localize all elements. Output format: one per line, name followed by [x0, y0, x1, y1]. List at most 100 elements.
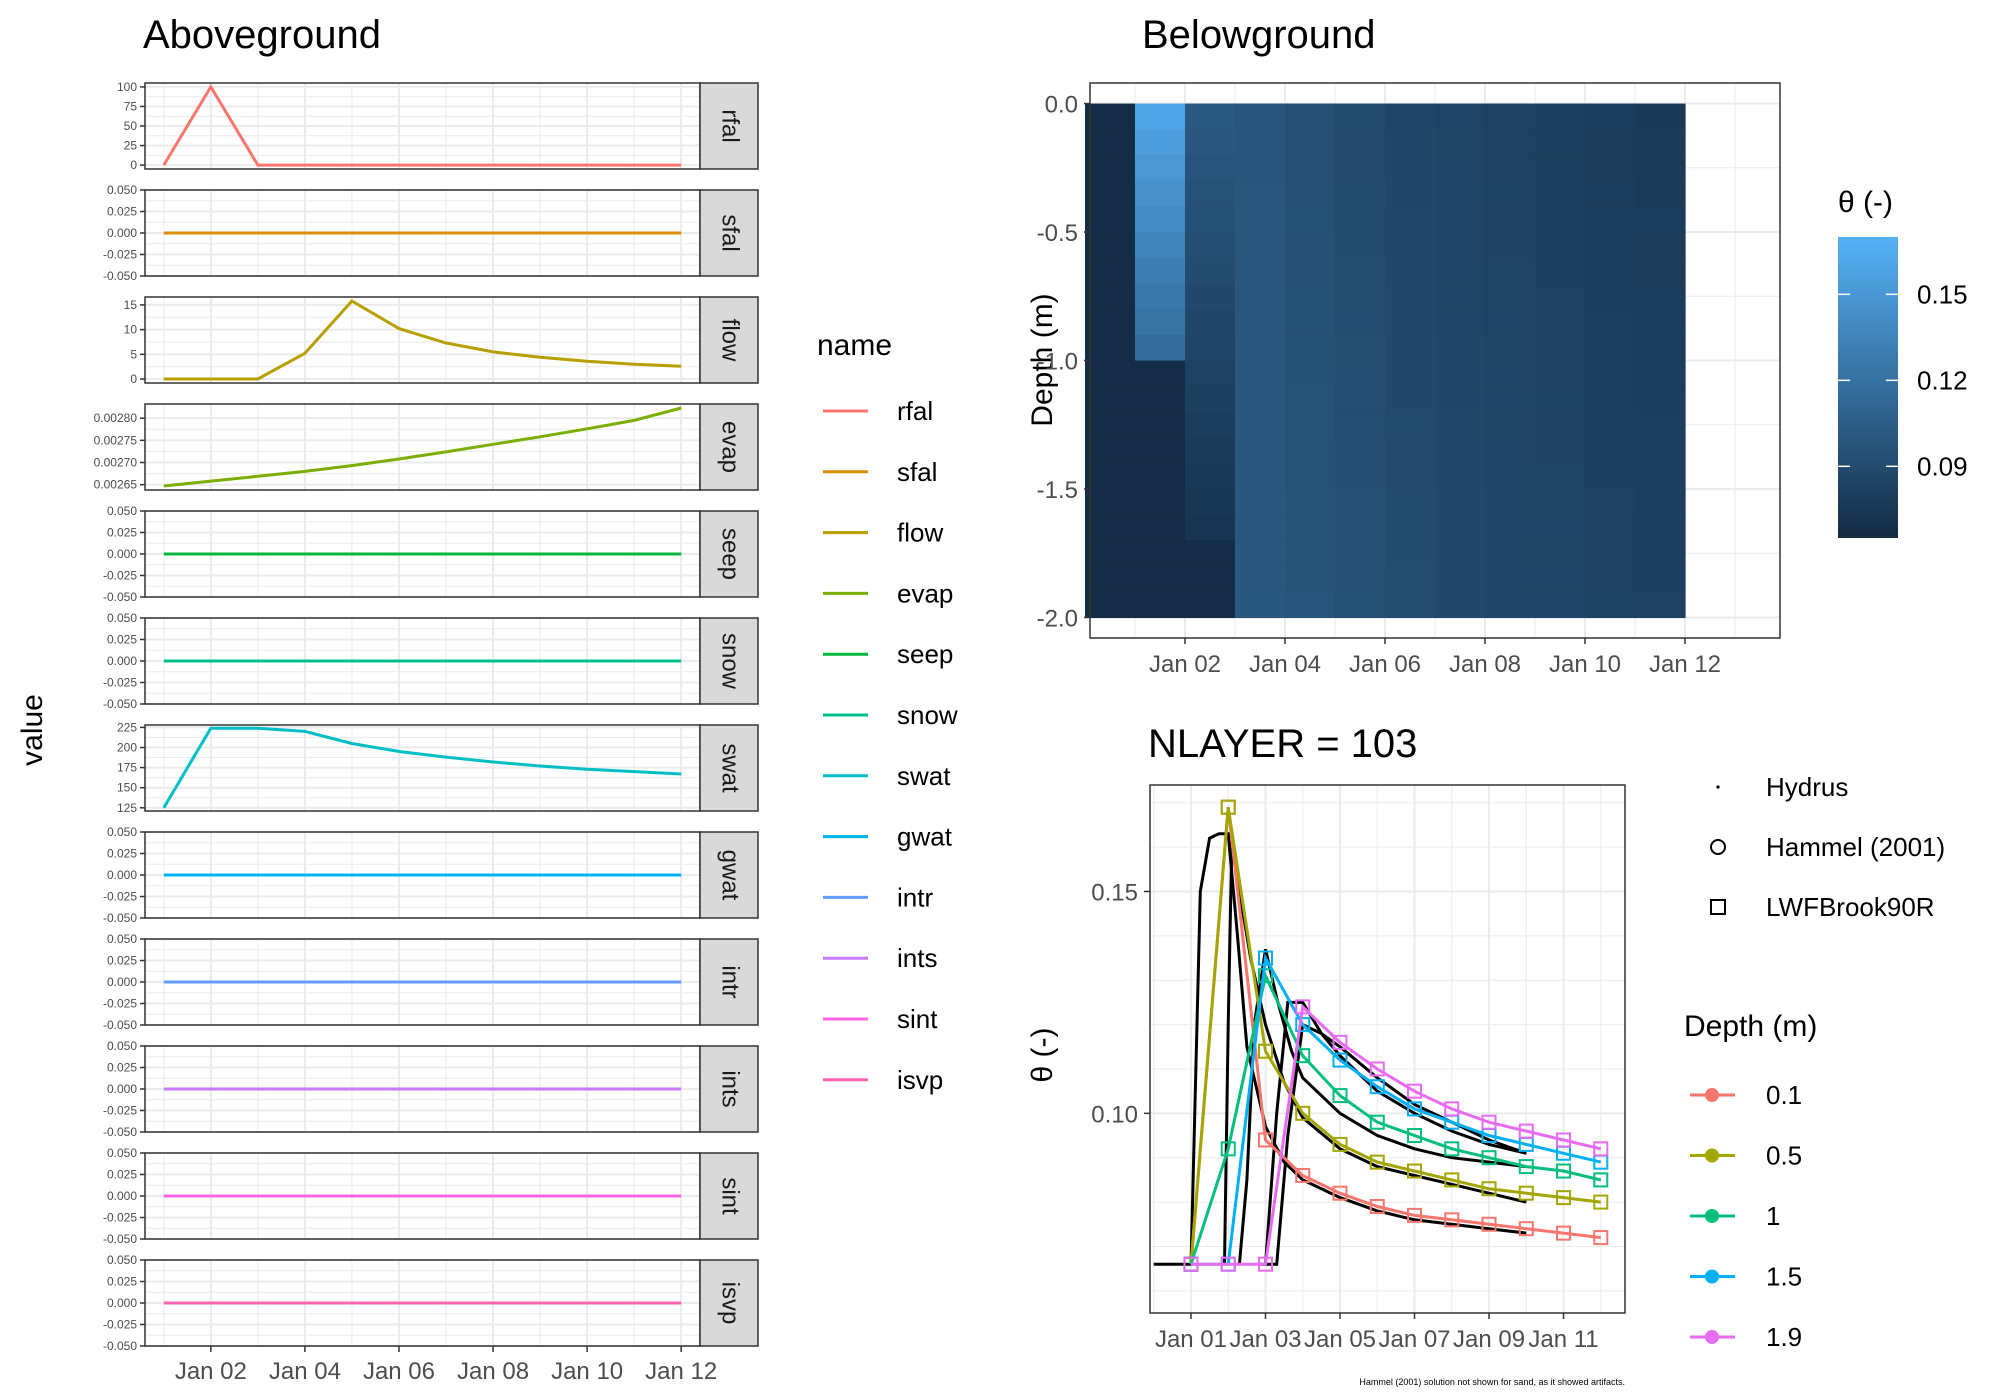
heatmap-cell [1185, 591, 1236, 619]
heatmap-cell [1535, 386, 1586, 413]
heatmap-cell [1285, 180, 1336, 207]
heatmap-cell [1485, 103, 1536, 130]
facet-background [145, 297, 700, 383]
facet-strip [699, 403, 759, 491]
heatmap-cell [1335, 103, 1386, 130]
heatmap-cell [1335, 411, 1386, 439]
legend-label-intr: intr [897, 882, 933, 912]
colorbar-title: θ (-) [1838, 186, 1893, 219]
heatmap-cell [1585, 154, 1636, 182]
heatmap-cell [1135, 232, 1186, 259]
heatmap-cell [1435, 566, 1486, 593]
heatmap-cell [1235, 206, 1286, 233]
heatmap-cell [1335, 540, 1386, 567]
y-tick-label: 0.050 [107, 932, 137, 946]
legend-label-gwat: gwat [897, 822, 953, 852]
heatmap-cell [1635, 411, 1686, 439]
heatmap-cell [1285, 334, 1336, 362]
y-tick-label: 100 [117, 80, 137, 94]
square-marker-0.5 [1518, 1185, 1534, 1201]
x-tick-label: Jan 06 [363, 1358, 435, 1385]
heatmap-cell [1335, 232, 1386, 259]
heatmap-cell [1485, 334, 1536, 362]
heatmap-cell [1485, 514, 1536, 541]
y-tick-label: 0.025 [107, 633, 137, 647]
depth-legend-label-0.1: 0.1 [1766, 1080, 1802, 1110]
x-tick-label: Jan 08 [457, 1358, 529, 1385]
heatmap-cell [1635, 591, 1686, 619]
heatmap-cell [1485, 386, 1536, 413]
heatmap-cell [1135, 463, 1186, 490]
heatmap-cell [1585, 514, 1636, 541]
aboveground-ylabel: value [16, 694, 49, 766]
heatmap-cell [1335, 488, 1386, 516]
y-tick-label: 0.050 [107, 183, 137, 197]
heatmap-cell [1385, 540, 1436, 567]
square-marker-1.9 [1593, 1141, 1609, 1157]
square-marker-1.5 [1295, 1017, 1311, 1033]
heatmap-cell [1335, 386, 1386, 413]
legend-key-hydrus [1716, 785, 1720, 789]
heatmap-cell [1535, 257, 1586, 285]
y-tick-label: 0.000 [107, 654, 137, 668]
plot-border [1149, 784, 1626, 1314]
facet-strip [699, 1152, 759, 1240]
y-tick-label: 0.050 [107, 1253, 137, 1267]
legend-label-flow: flow [897, 518, 943, 548]
legend-label-isvp: isvp [897, 1065, 943, 1095]
heatmap-cell [1435, 437, 1486, 464]
facet-flow: 0 5 10 15 flow [124, 296, 759, 386]
square-marker-1 [1444, 1141, 1460, 1157]
square-marker-0.1 [1257, 1132, 1273, 1148]
facet-intr: -0.050 -0.025 0.000 0.025 0.050 intr [103, 932, 759, 1032]
heatmap-cell [1585, 309, 1636, 336]
heatmap-cell [1235, 103, 1286, 130]
y-tick-label: 0.025 [107, 205, 137, 219]
facet-sfal: -0.050 -0.025 0.000 0.025 0.050 sfal [103, 183, 759, 283]
heatmap-cell [1135, 386, 1186, 413]
heatmap-cell [1535, 488, 1586, 516]
heatmap-cell [1535, 411, 1586, 439]
colorbar [1838, 237, 1898, 538]
y-tick-label: 0.050 [107, 1039, 137, 1053]
x-tick-label: Jan 02 [175, 1358, 247, 1385]
square-marker-1.9 [1556, 1132, 1572, 1148]
heatmap-cell [1135, 540, 1186, 567]
heatmap-cell [1485, 154, 1536, 182]
y-tick-label: -1.5 [1037, 477, 1078, 504]
y-tick-label: -0.050 [103, 1232, 137, 1246]
square-marker-0.5 [1407, 1163, 1423, 1179]
heatmap-cell [1585, 103, 1636, 130]
square-marker-0.5 [1593, 1194, 1609, 1210]
depth-legend-label-1.9: 1.9 [1766, 1322, 1802, 1352]
y-tick-label: -0.050 [103, 1125, 137, 1139]
heatmap-cell [1135, 591, 1186, 619]
heatmap-cell [1085, 463, 1136, 490]
heatmap-cell [1385, 206, 1436, 233]
heatmap-cell [1585, 232, 1636, 259]
heatmap-cell [1185, 360, 1236, 387]
legend-label-snow: snow [897, 700, 958, 730]
x-tick-label: Jan 12 [645, 1358, 717, 1385]
heatmap-cell [1285, 309, 1336, 336]
facet-strip-label: swat [717, 743, 744, 793]
y-tick-label: 0.000 [107, 1082, 137, 1096]
shape-legend-label: Hydrus [1766, 772, 1848, 802]
heatmap-cell [1535, 154, 1586, 182]
heatmap-cell [1635, 180, 1686, 207]
heatmap-cell [1235, 566, 1286, 593]
heatmap-cell [1435, 103, 1486, 130]
heatmap-cell [1585, 566, 1636, 593]
heatmap-cell [1185, 180, 1236, 207]
y-tick-label: -0.025 [103, 676, 137, 690]
series-line-rfal [162, 83, 682, 167]
heatmap-cell [1085, 180, 1136, 207]
x-tick-label: Jan 07 [1378, 1326, 1450, 1353]
square-marker-0.1 [1407, 1207, 1423, 1223]
theta-colorbar-legend: θ (-) 0.09 0.12 0.15 [1838, 186, 1968, 538]
facet-strip [699, 831, 759, 919]
aboveground-panel: Abovegroundvalue0255075100rfal-0.050-0.0… [16, 13, 958, 1385]
depth-legend-label-0.5: 0.5 [1766, 1141, 1802, 1171]
y-tick-label: -0.025 [103, 248, 137, 262]
heatmap-cell [1185, 386, 1236, 413]
